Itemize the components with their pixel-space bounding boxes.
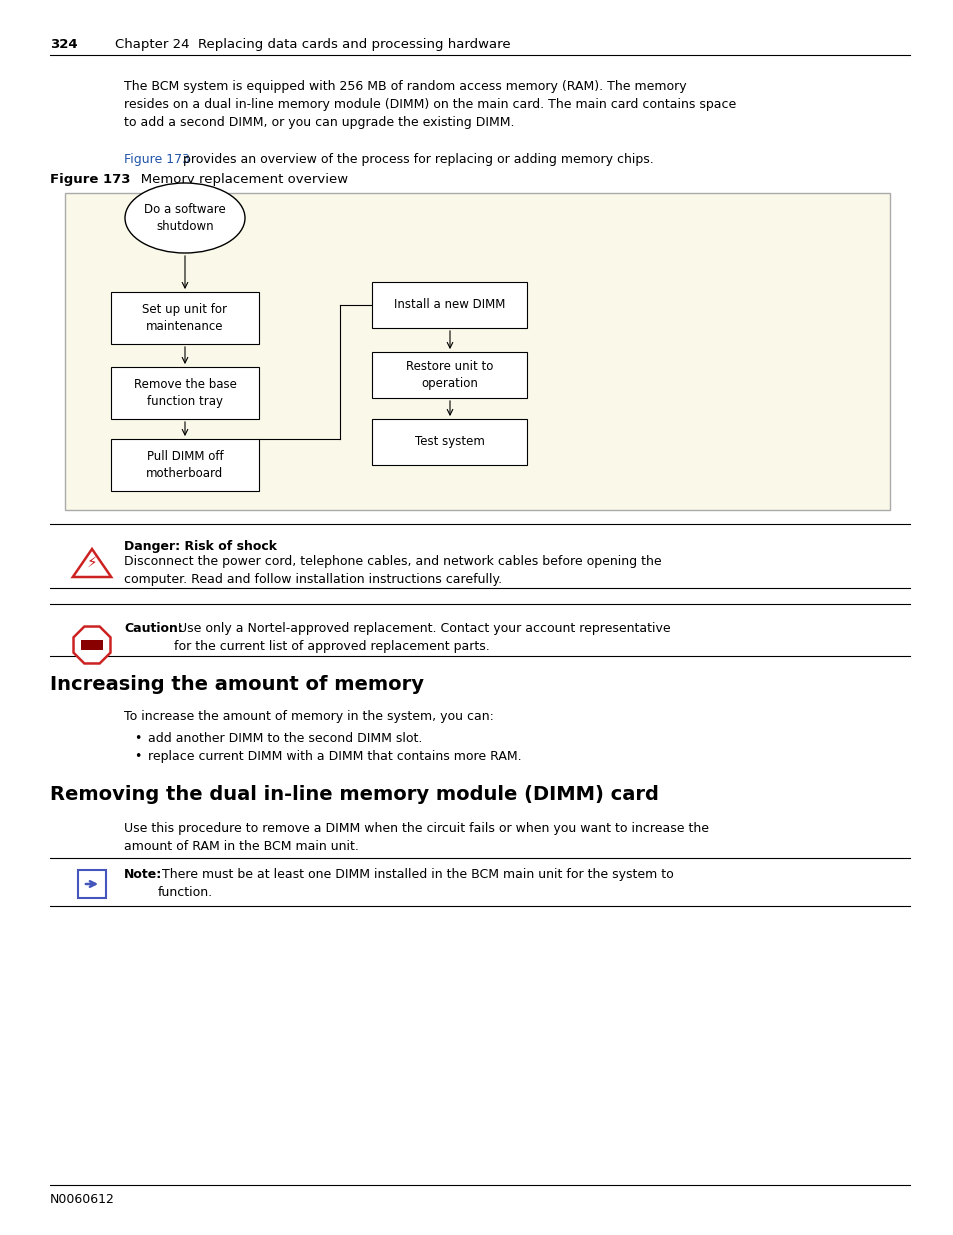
Text: Install a new DIMM: Install a new DIMM	[394, 299, 505, 311]
FancyBboxPatch shape	[111, 367, 258, 419]
Text: To increase the amount of memory in the system, you can:: To increase the amount of memory in the …	[124, 710, 494, 722]
FancyBboxPatch shape	[81, 640, 103, 650]
Text: There must be at least one DIMM installed in the BCM main unit for the system to: There must be at least one DIMM installe…	[158, 868, 673, 899]
Text: ⚡: ⚡	[87, 555, 97, 571]
Text: •: •	[133, 750, 141, 763]
Text: N0060612: N0060612	[50, 1193, 114, 1207]
Text: Memory replacement overview: Memory replacement overview	[128, 173, 348, 186]
Text: Do a software
shutdown: Do a software shutdown	[144, 203, 226, 233]
Polygon shape	[73, 626, 111, 663]
Text: replace current DIMM with a DIMM that contains more RAM.: replace current DIMM with a DIMM that co…	[148, 750, 521, 763]
Text: Note:: Note:	[124, 868, 162, 881]
Text: Pull DIMM off
motherboard: Pull DIMM off motherboard	[146, 450, 223, 480]
Ellipse shape	[125, 183, 245, 253]
Text: The BCM system is equipped with 256 MB of random access memory (RAM). The memory: The BCM system is equipped with 256 MB o…	[124, 80, 736, 128]
Text: •: •	[133, 732, 141, 745]
Text: Danger: Risk of shock: Danger: Risk of shock	[124, 540, 276, 553]
Text: add another DIMM to the second DIMM slot.: add another DIMM to the second DIMM slot…	[148, 732, 422, 745]
FancyBboxPatch shape	[111, 291, 258, 345]
Text: Figure 173: Figure 173	[50, 173, 131, 186]
Text: Test system: Test system	[415, 436, 484, 448]
FancyBboxPatch shape	[372, 352, 527, 398]
Text: Use this procedure to remove a DIMM when the circuit fails or when you want to i: Use this procedure to remove a DIMM when…	[124, 823, 708, 853]
Text: Figure 173: Figure 173	[124, 153, 190, 165]
Text: Restore unit to
operation: Restore unit to operation	[406, 359, 493, 390]
Text: Set up unit for
maintenance: Set up unit for maintenance	[142, 303, 227, 333]
FancyBboxPatch shape	[65, 193, 889, 510]
FancyBboxPatch shape	[372, 419, 527, 466]
Text: Caution:: Caution:	[124, 622, 183, 635]
Text: Use only a Nortel-approved replacement. Contact your account representative
for : Use only a Nortel-approved replacement. …	[173, 622, 670, 653]
Text: provides an overview of the process for replacing or adding memory chips.: provides an overview of the process for …	[179, 153, 653, 165]
FancyBboxPatch shape	[111, 438, 258, 492]
Text: Disconnect the power cord, telephone cables, and network cables before opening t: Disconnect the power cord, telephone cab…	[124, 555, 661, 585]
Text: Remove the base
function tray: Remove the base function tray	[133, 378, 236, 408]
Text: Removing the dual in-line memory module (DIMM) card: Removing the dual in-line memory module …	[50, 785, 659, 804]
Text: Chapter 24  Replacing data cards and processing hardware: Chapter 24 Replacing data cards and proc…	[115, 38, 510, 51]
FancyBboxPatch shape	[372, 282, 527, 329]
FancyBboxPatch shape	[78, 869, 106, 898]
Text: Increasing the amount of memory: Increasing the amount of memory	[50, 676, 423, 694]
Polygon shape	[72, 550, 112, 577]
Text: 324: 324	[50, 38, 77, 51]
